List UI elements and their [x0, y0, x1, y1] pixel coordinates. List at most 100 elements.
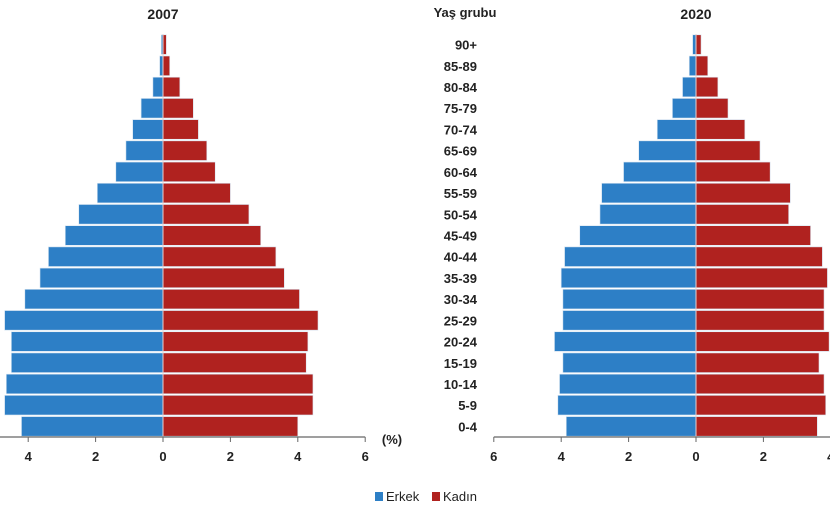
bar-2007-kadin-40-44 [162, 246, 277, 267]
category-label: 60-64 [444, 165, 478, 180]
x-tick-label-2020: 4 [558, 449, 566, 464]
bar-2020-kadin-50-54 [695, 204, 789, 225]
bar-2020-kadin-35-39 [695, 267, 828, 289]
bar-2020-erkek-20-24 [554, 331, 697, 352]
bar-2007-kadin-30-34 [162, 289, 300, 310]
bar-2007-kadin-20-24 [162, 331, 309, 352]
bar-2020-erkek-0-4 [565, 416, 697, 437]
category-label: 50-54 [444, 207, 478, 222]
bar-2020-erkek-65-69 [638, 140, 697, 161]
bar-2007-kadin-55-59 [162, 182, 231, 204]
bar-2020-kadin-55-59 [695, 182, 791, 204]
bar-2007-kadin-50-54 [162, 204, 250, 225]
category-label: 10-14 [444, 377, 478, 392]
bar-2007-erkek-50-54 [78, 204, 164, 225]
bar-2007-kadin-15-19 [162, 352, 307, 373]
bar-2007-kadin-65-69 [162, 140, 208, 161]
bar-2007-erkek-15-19 [11, 352, 164, 373]
bar-2020-kadin-25-29 [695, 310, 825, 331]
bar-2007-kadin-85-89 [162, 55, 171, 76]
x-tick-label-2020: 2 [625, 449, 632, 464]
bar-2007-kadin-80-84 [162, 76, 181, 98]
x-tick-label-2007: 4 [294, 449, 302, 464]
category-label: 85-89 [444, 59, 477, 74]
bar-2020-erkek-35-39 [560, 267, 697, 289]
bar-2007-erkek-70-74 [132, 119, 164, 140]
bar-2020-erkek-40-44 [564, 246, 697, 267]
bar-2007-erkek-75-79 [140, 98, 164, 119]
bar-2020-erkek-30-34 [562, 289, 697, 310]
bar-2020-erkek-60-64 [623, 161, 697, 182]
bar-2020-erkek-15-19 [562, 352, 697, 373]
bar-2020-erkek-10-14 [559, 373, 697, 395]
category-axis-label: Yaş grubu [434, 5, 497, 20]
category-label: 75-79 [444, 101, 477, 116]
legend-swatch-kadin [432, 492, 440, 501]
bar-2007-erkek-35-39 [39, 267, 164, 289]
bar-2020-erkek-55-59 [601, 182, 697, 204]
bar-2020-kadin-30-34 [695, 289, 825, 310]
bar-2007-erkek-5-9 [4, 395, 164, 416]
bar-2020-kadin-85-89 [695, 55, 709, 76]
category-label: 5-9 [458, 398, 477, 413]
bar-2007-erkek-60-64 [115, 161, 164, 182]
bar-2007-kadin-35-39 [162, 267, 285, 289]
bar-2020-kadin-65-69 [695, 140, 761, 161]
bar-2007-erkek-55-59 [96, 182, 164, 204]
category-label: 45-49 [444, 229, 477, 244]
bar-2020-erkek-5-9 [557, 395, 697, 416]
bar-2020-erkek-25-29 [562, 310, 697, 331]
bar-2007-kadin-45-49 [162, 225, 262, 246]
bar-2020-erkek-70-74 [656, 119, 697, 140]
bar-2007-kadin-25-29 [162, 310, 319, 331]
bar-2020-kadin-20-24 [695, 331, 830, 352]
bar-2007-erkek-25-29 [4, 310, 164, 331]
category-label: 40-44 [444, 250, 478, 265]
bar-2020-kadin-45-49 [695, 225, 811, 246]
bar-2007-kadin-10-14 [162, 373, 314, 395]
unit-label: (%) [382, 432, 402, 447]
panel-title-2020: 2020 [680, 6, 711, 22]
category-label: 55-59 [444, 186, 477, 201]
x-tick-label-2007: 4 [25, 449, 33, 464]
category-label: 15-19 [444, 356, 477, 371]
bar-2020-erkek-85-89 [688, 55, 697, 76]
bar-2007-kadin-5-9 [162, 395, 314, 416]
category-label: 80-84 [444, 80, 478, 95]
bar-2007-erkek-20-24 [11, 331, 164, 352]
x-tick-label-2007: 2 [92, 449, 99, 464]
bar-2007-erkek-80-84 [152, 76, 164, 98]
bar-2020-kadin-70-74 [695, 119, 746, 140]
bar-2020-kadin-5-9 [695, 395, 827, 416]
legend-swatch-erkek [375, 492, 383, 501]
bar-2007-kadin-70-74 [162, 119, 199, 140]
bar-2007-erkek-65-69 [125, 140, 164, 161]
bar-2020-erkek-80-84 [682, 76, 697, 98]
category-label: 0-4 [458, 419, 478, 434]
bar-2020-kadin-80-84 [695, 76, 719, 98]
bar-2020-kadin-0-4 [695, 416, 818, 437]
bar-2007-erkek-45-49 [64, 225, 164, 246]
bar-2020-erkek-90+ [692, 34, 697, 55]
x-tick-label-2007: 0 [159, 449, 166, 464]
bar-2007-erkek-0-4 [21, 416, 164, 437]
bar-2007-kadin-90+ [162, 34, 167, 55]
bar-2020-kadin-10-14 [695, 373, 825, 395]
bar-2020-erkek-50-54 [599, 204, 697, 225]
legend: Erkek Kadın [375, 489, 477, 504]
category-label: 70-74 [444, 122, 478, 137]
bar-2020-kadin-90+ [695, 34, 702, 55]
bar-2007-kadin-60-64 [162, 161, 216, 182]
bar-2007-erkek-10-14 [5, 373, 164, 395]
x-tick-label-2020: 2 [760, 449, 767, 464]
category-label: 20-24 [444, 335, 478, 350]
x-tick-label-2020: 6 [490, 449, 497, 464]
bar-2020-kadin-75-79 [695, 98, 729, 119]
bar-2020-kadin-60-64 [695, 161, 771, 182]
x-tick-label-2020: 0 [692, 449, 699, 464]
legend-label-erkek: Erkek [386, 489, 420, 504]
bar-2007-erkek-40-44 [48, 246, 164, 267]
x-tick-label-2007: 6 [362, 449, 369, 464]
bar-2007-erkek-85-89 [159, 55, 164, 76]
